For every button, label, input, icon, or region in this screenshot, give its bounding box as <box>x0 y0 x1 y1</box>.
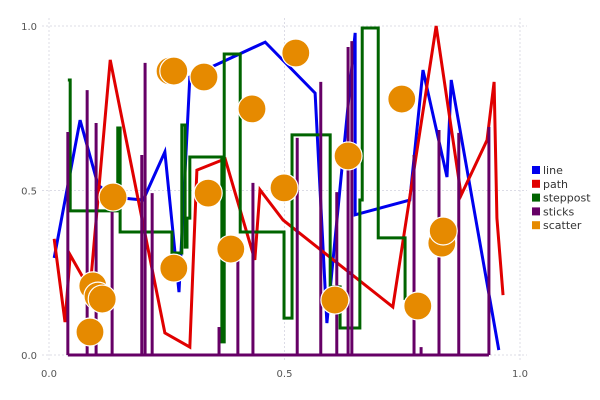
x-tick-label: 0.5 <box>277 369 293 380</box>
scatter-point <box>193 178 223 208</box>
legend-label-path: path <box>543 178 568 191</box>
scatter-point <box>333 141 363 171</box>
scatter-point <box>75 317 105 347</box>
steppost-line <box>67 26 407 344</box>
scatter-point <box>237 94 267 124</box>
legend-swatch-scatter <box>532 221 540 230</box>
legend-label-scatter: scatter <box>543 219 582 232</box>
y-tick-label: 1.0 <box>21 22 37 33</box>
legend-label-steppost: steppost <box>543 192 591 205</box>
x-tick-label: 0.0 <box>41 369 57 380</box>
legend-swatch-steppost <box>532 193 540 202</box>
legend-label-line: line <box>543 164 563 177</box>
scatter-point <box>216 234 246 264</box>
legend-label-sticks: sticks <box>543 205 575 218</box>
x-tick-label: 1.0 <box>512 369 528 380</box>
scatter-point <box>428 216 458 246</box>
legend-swatch-path <box>532 179 540 188</box>
scatter-point <box>281 38 311 68</box>
plot-area <box>52 25 505 357</box>
legend-swatch-line <box>532 166 540 174</box>
scatter-point <box>87 284 117 314</box>
series-steppost <box>67 26 407 344</box>
scatter-point <box>269 173 299 203</box>
scatter-point <box>320 285 350 315</box>
y-tick-label: 0.0 <box>21 351 37 362</box>
series-sticks <box>66 41 491 357</box>
scatter-point <box>403 291 433 321</box>
scatter-point <box>159 56 189 86</box>
y-tick-label: 0.5 <box>21 187 37 198</box>
legend-swatch-sticks <box>532 207 540 216</box>
scatter-point <box>98 182 128 212</box>
tick-labels: 0.0 0.5 1.0 0.0 0.5 1.0 <box>21 22 528 380</box>
scatter-point <box>159 253 189 283</box>
series-scatter <box>75 38 458 347</box>
scatter-point <box>189 62 219 92</box>
scatter-point <box>387 84 417 114</box>
